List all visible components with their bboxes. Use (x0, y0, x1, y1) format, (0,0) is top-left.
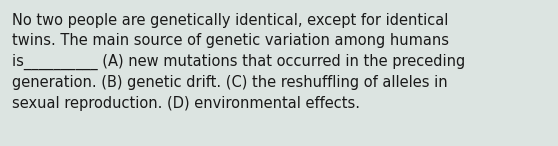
Text: No two people are genetically identical, except for identical
twins. The main so: No two people are genetically identical,… (12, 13, 465, 111)
